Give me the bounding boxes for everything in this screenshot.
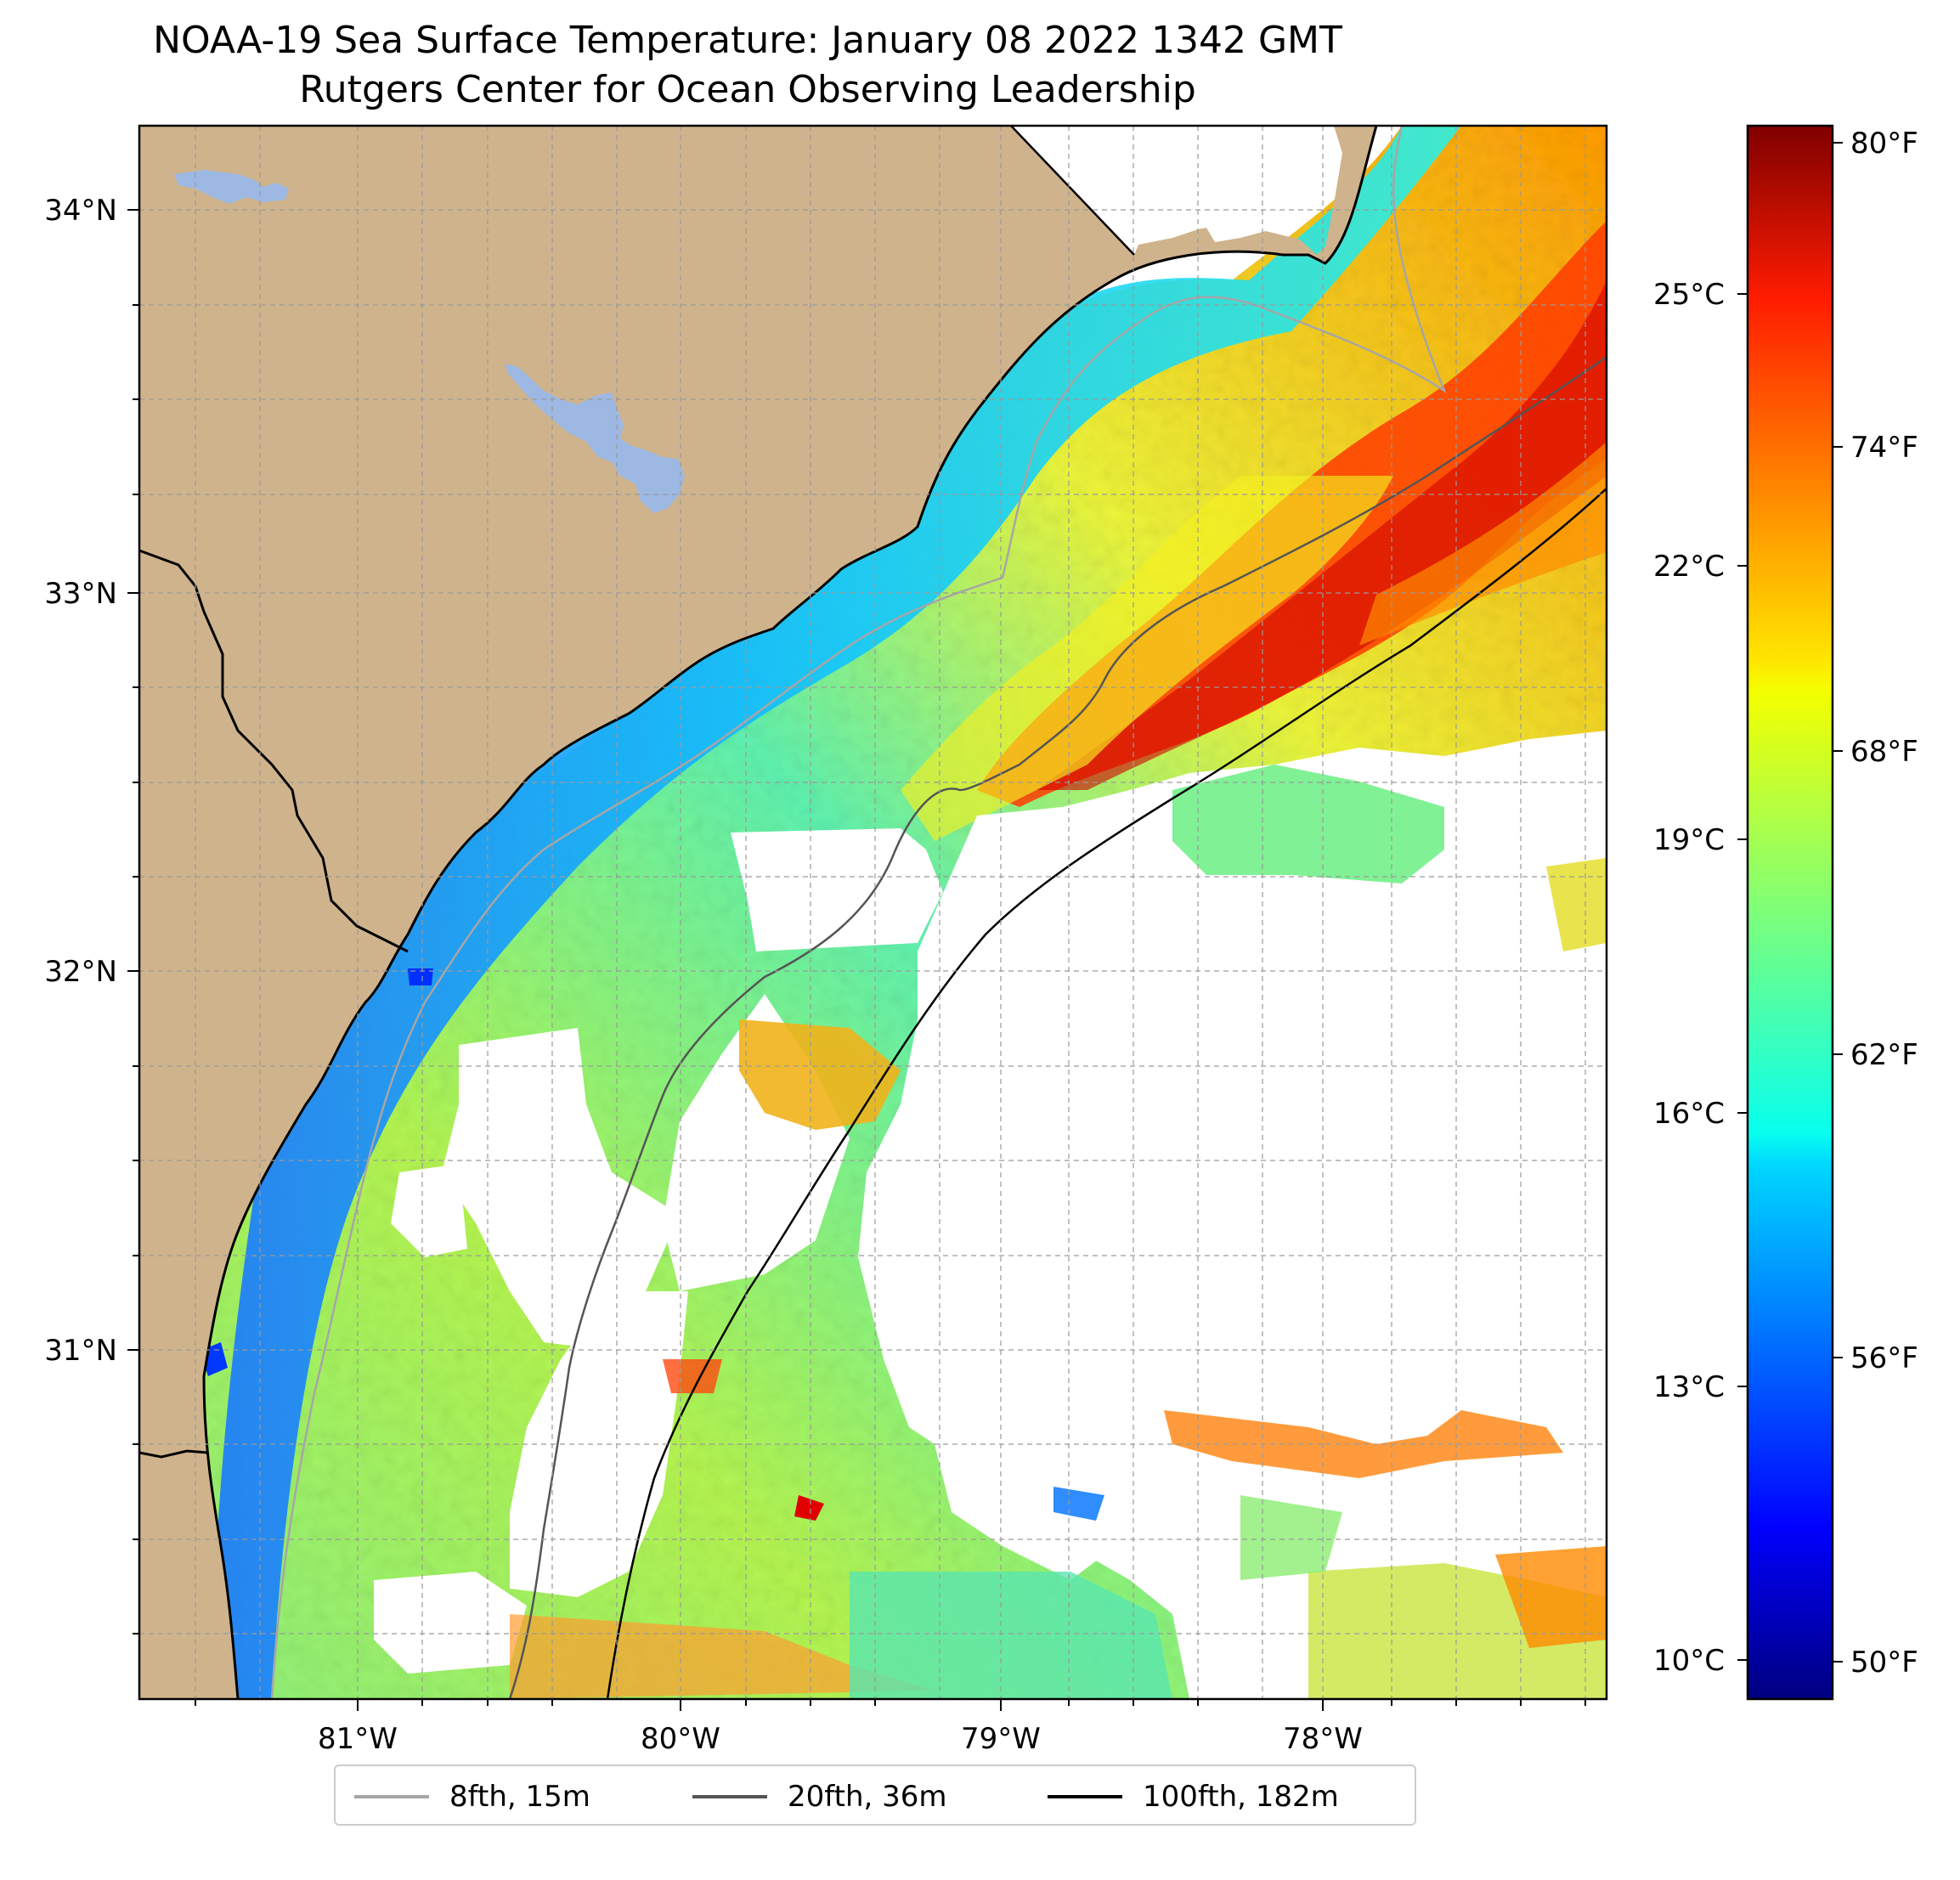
contour-20fth	[508, 355, 1607, 1699]
legend-label-20fth: 20fth, 36m	[788, 1780, 947, 1814]
cbar-celsius-22: 22°C	[1653, 550, 1725, 584]
cbar-fahrenheit-56: 56°F	[1850, 1341, 1918, 1375]
cbar-fahrenheit-74: 74°F	[1850, 431, 1918, 465]
cbar-fahrenheit-62: 62°F	[1850, 1038, 1918, 1072]
colorbar	[1746, 124, 1834, 1701]
lon-axis	[195, 1699, 1586, 1711]
map-area	[139, 126, 1607, 1699]
legend-label-100fth: 100fth, 182m	[1143, 1780, 1339, 1814]
map-title: NOAA-19 Sea Surface Temperature: January…	[153, 19, 1342, 62]
contour-100fth	[606, 488, 1607, 1699]
legend-swatch-20fth	[692, 1795, 767, 1798]
map-frame	[138, 124, 1608, 1701]
lon-label-80w: 80°W	[641, 1722, 720, 1756]
cbar-celsius-25: 25°C	[1653, 278, 1725, 312]
bathymetry-contours	[270, 126, 1607, 1699]
lat-label-34n: 34°N	[44, 194, 117, 228]
cbar-fahrenheit-80: 80°F	[1850, 127, 1918, 161]
lon-label-81w: 81°W	[318, 1722, 398, 1756]
legend-item-8fth: 8fth, 15m	[354, 1766, 590, 1827]
cbar-fahrenheit-68: 68°F	[1850, 735, 1918, 769]
legend-swatch-100fth	[1048, 1795, 1122, 1798]
cbar-celsius-10: 10°C	[1653, 1644, 1725, 1678]
cbar-celsius-19: 19°C	[1653, 823, 1725, 857]
lat-label-31n: 31°N	[44, 1334, 117, 1368]
legend: 8fth, 15m 20fth, 36m 100fth, 182m	[334, 1764, 1416, 1826]
sst-patches	[200, 765, 1607, 1699]
legend-item-100fth: 100fth, 182m	[1048, 1766, 1339, 1827]
legend-label-8fth: 8fth, 15m	[449, 1780, 590, 1814]
lon-label-78w: 78°W	[1283, 1722, 1363, 1756]
cbar-celsius-13: 13°C	[1653, 1370, 1725, 1404]
legend-swatch-8fth	[354, 1795, 429, 1798]
cbar-fahrenheit-50: 50°F	[1850, 1646, 1918, 1680]
cbar-celsius-16: 16°C	[1653, 1097, 1725, 1131]
map-subtitle: Rutgers Center for Ocean Observing Leade…	[299, 68, 1196, 111]
gridlines	[139, 126, 1607, 1699]
lon-label-79w: 79°W	[961, 1722, 1041, 1756]
colorbar-ticks	[1737, 142, 1843, 1663]
legend-item-20fth: 20fth, 36m	[692, 1766, 947, 1827]
lake-marion-moultrie	[505, 364, 685, 513]
lat-axis	[127, 209, 139, 1634]
contour-8fth	[270, 126, 1447, 1699]
land	[139, 126, 1378, 1699]
lat-label-32n: 32°N	[44, 955, 117, 989]
lat-label-33n: 33°N	[44, 577, 117, 611]
